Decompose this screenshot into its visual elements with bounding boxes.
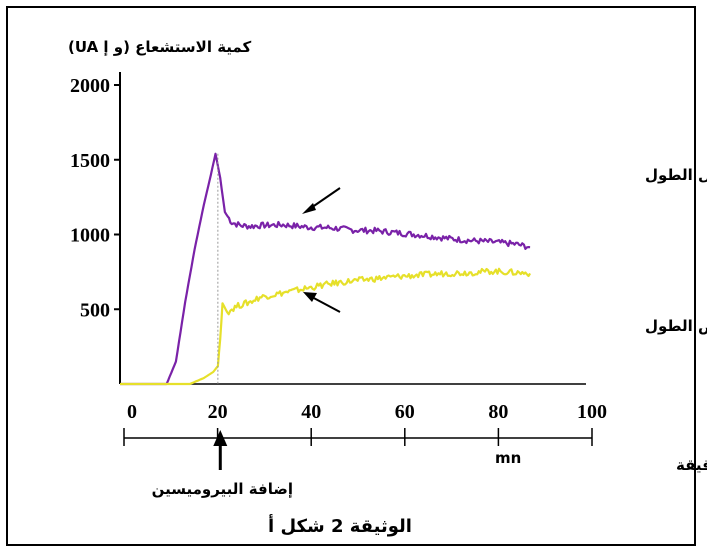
- y-axis-label: كمية الاستشعاع (و إ UA): [68, 38, 251, 56]
- series-label-1: باستعمال ARNm كامل الطول: [302, 166, 707, 214]
- series-line-2: [120, 267, 532, 386]
- y-ticks: 2000 1500 1000 500: [70, 75, 120, 321]
- series-label-2-arrow: [309, 295, 341, 313]
- series-label-2: باستعمال ARNm ناقص الطول: [303, 292, 707, 335]
- series: [120, 152, 532, 386]
- series-label-1-arrowhead: [302, 203, 316, 214]
- x-axis-label: الزمن بالدقيقة: [676, 456, 707, 474]
- x-tick-label: 100: [577, 401, 607, 423]
- event-label: إضافة البيروميسين: [152, 480, 293, 498]
- series-label-2-text: باستعمال ARNm ناقص الطول: [645, 317, 707, 335]
- series-line-1: [120, 152, 531, 386]
- series-label-2-arrowhead: [303, 292, 317, 302]
- series-label-1-text: باستعمال ARNm كامل الطول: [645, 166, 707, 184]
- x-tick-label: 20: [208, 401, 228, 423]
- figure-caption: الوثيقة 2 شكل أ: [268, 514, 412, 537]
- x-tick-label: 0: [127, 401, 137, 423]
- y-tick-label: 2000: [70, 75, 110, 97]
- x-tick-label: 80: [488, 401, 508, 423]
- x-tick-label: 60: [395, 401, 415, 423]
- x-tick-label: 40: [301, 401, 321, 423]
- y-tick-label: 1500: [70, 150, 110, 172]
- y-tick-label: 1000: [70, 225, 110, 247]
- x-axis-unit: mn: [495, 449, 521, 467]
- figure-frame: [6, 6, 696, 546]
- y-tick-label: 500: [80, 299, 110, 321]
- event-arrow: [213, 430, 228, 470]
- x-ticks: 0 20 40 60 80 100: [123, 401, 607, 446]
